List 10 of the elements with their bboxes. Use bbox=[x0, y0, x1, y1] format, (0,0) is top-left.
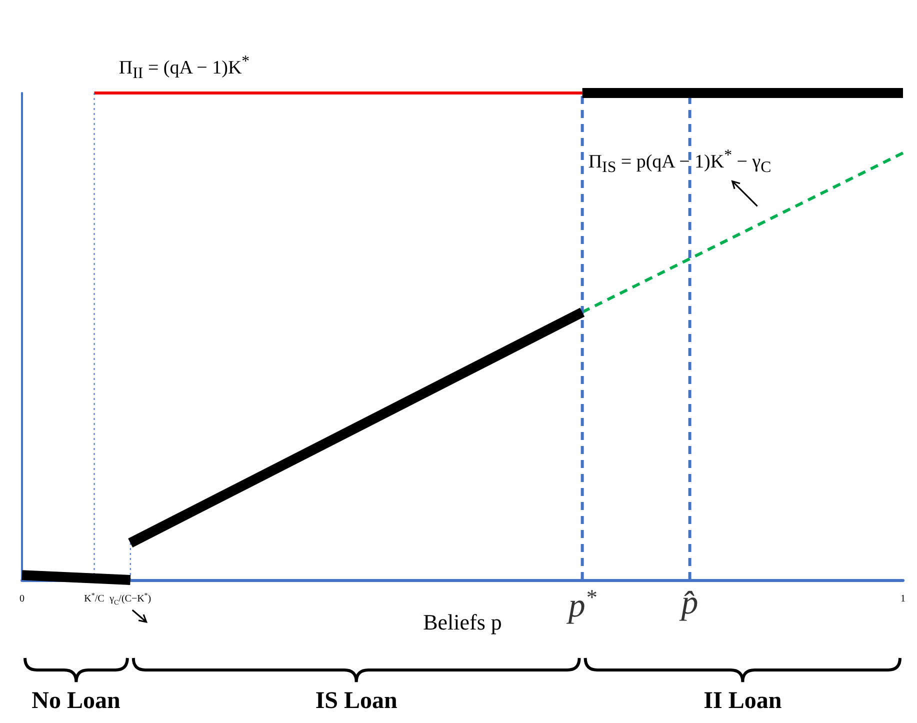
x-axis-title: Beliefs p bbox=[423, 609, 502, 634]
ref-line-label: p̂ bbox=[679, 584, 698, 622]
x-tick-label: 1 bbox=[900, 594, 906, 604]
text: IS Loan bbox=[315, 688, 398, 715]
annotation: Π$_{II}$ = (qA − 1)K$^{*}$ bbox=[118, 53, 250, 84]
x-tick-label: 0 bbox=[20, 594, 24, 604]
annotation: Π$_{IS}$ = p(qA − 1)K$^{*}$ − γ$_{C}$ bbox=[588, 147, 772, 178]
text: II Loan bbox=[704, 688, 782, 715]
ref-line-label: p* bbox=[566, 584, 596, 624]
text: No Loan bbox=[32, 688, 120, 715]
